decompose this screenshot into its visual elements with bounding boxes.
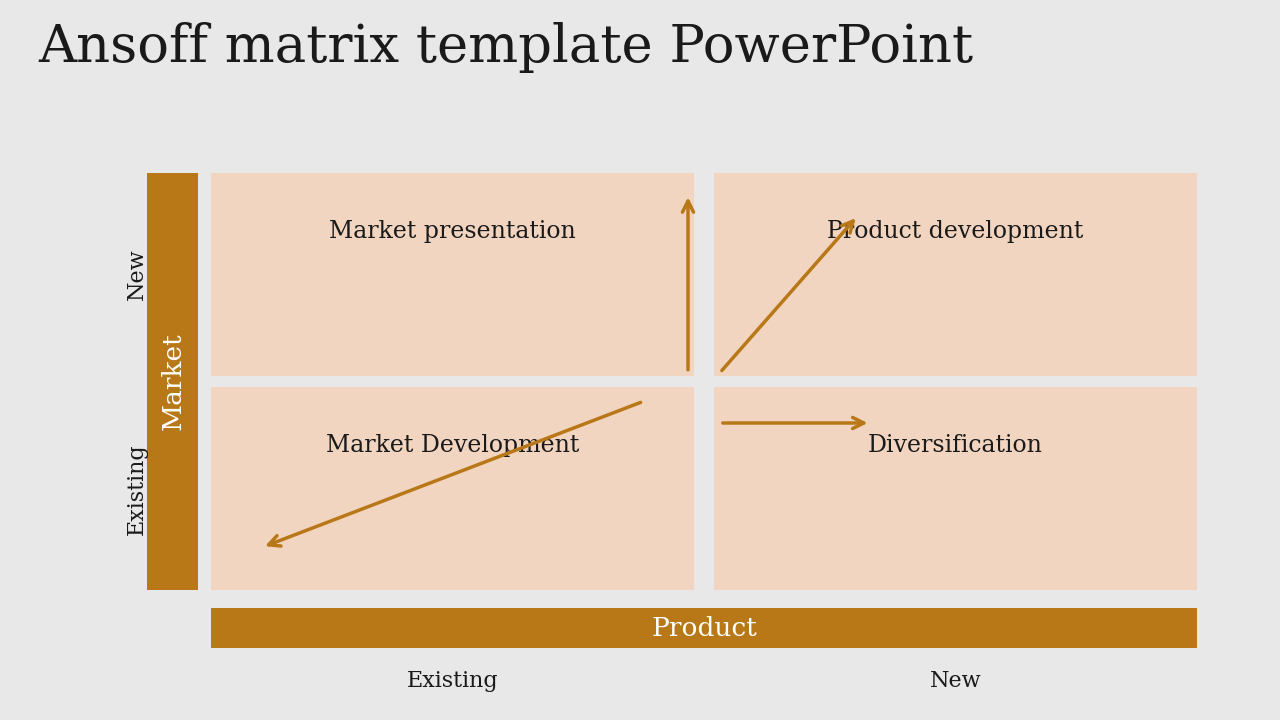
Text: Diversification: Diversification (868, 434, 1043, 457)
Text: Market: Market (160, 333, 186, 431)
Text: Existing: Existing (407, 670, 499, 692)
Text: Existing: Existing (125, 443, 148, 534)
Text: New: New (125, 248, 148, 300)
Text: New: New (929, 670, 980, 692)
Text: Product development: Product development (827, 220, 1083, 243)
Bar (147, 173, 198, 590)
Text: Product: Product (652, 616, 756, 641)
Bar (211, 173, 694, 376)
Bar (714, 173, 1197, 376)
Text: Ansoff matrix template PowerPoint: Ansoff matrix template PowerPoint (38, 22, 974, 73)
Bar (211, 608, 1197, 648)
Text: Market Development: Market Development (326, 434, 580, 457)
Bar (211, 387, 694, 590)
Bar (714, 387, 1197, 590)
Text: Market presentation: Market presentation (329, 220, 576, 243)
